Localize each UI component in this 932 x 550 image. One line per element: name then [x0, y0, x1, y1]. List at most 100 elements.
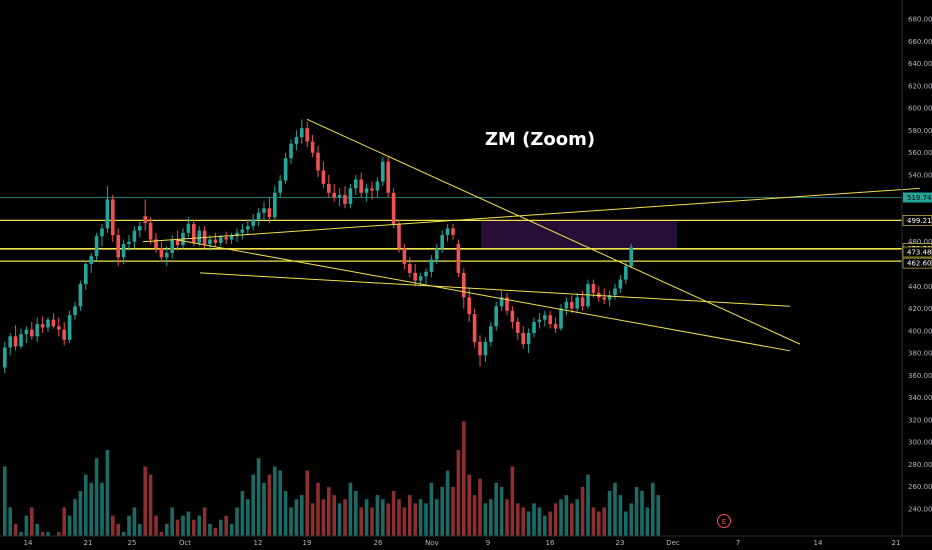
earnings-marker[interactable]: E: [717, 514, 731, 528]
candle[interactable]: [483, 337, 488, 362]
candle[interactable]: [370, 181, 374, 200]
candle[interactable]: [289, 139, 293, 164]
candle[interactable]: [624, 261, 628, 285]
candle[interactable]: [148, 217, 153, 244]
candle[interactable]: [273, 186, 277, 220]
candle[interactable]: [105, 186, 110, 233]
candle[interactable]: [283, 152, 288, 184]
candle[interactable]: [165, 246, 169, 267]
candle[interactable]: [462, 268, 466, 309]
candle[interactable]: [543, 310, 547, 327]
candle[interactable]: [429, 255, 434, 278]
candle[interactable]: [548, 310, 552, 329]
candle[interactable]: [327, 174, 331, 198]
candle[interactable]: [451, 223, 455, 240]
candle[interactable]: [575, 292, 579, 313]
candle[interactable]: [262, 201, 266, 220]
candle[interactable]: [100, 223, 104, 247]
candlesticks[interactable]: [3, 119, 633, 374]
candle[interactable]: [84, 260, 88, 290]
candle[interactable]: [46, 317, 50, 332]
candle[interactable]: [332, 183, 336, 202]
candle[interactable]: [343, 186, 347, 209]
candle[interactable]: [494, 301, 498, 331]
candle[interactable]: [456, 239, 461, 278]
candle[interactable]: [553, 317, 558, 334]
candle[interactable]: [381, 157, 385, 187]
candle[interactable]: [467, 288, 471, 322]
candle[interactable]: [472, 308, 477, 348]
candle[interactable]: [159, 241, 164, 262]
candle[interactable]: [375, 177, 380, 198]
candle[interactable]: [175, 230, 180, 251]
candle[interactable]: [391, 188, 396, 229]
candle[interactable]: [186, 217, 191, 238]
candle[interactable]: [132, 226, 137, 249]
candle[interactable]: [67, 310, 72, 344]
candle[interactable]: [618, 275, 623, 293]
candle[interactable]: [143, 199, 147, 231]
candle[interactable]: [408, 257, 412, 278]
trendline[interactable]: [174, 239, 791, 352]
candle[interactable]: [435, 243, 439, 264]
candle[interactable]: [478, 335, 482, 367]
candle[interactable]: [24, 326, 29, 344]
candle[interactable]: [440, 230, 444, 253]
candle[interactable]: [402, 243, 407, 270]
candle[interactable]: [445, 223, 450, 242]
candle[interactable]: [580, 290, 585, 311]
candle[interactable]: [240, 223, 245, 240]
candle[interactable]: [251, 213, 255, 231]
candle[interactable]: [526, 328, 531, 354]
trendlines[interactable]: [142, 118, 921, 352]
candle[interactable]: [197, 226, 201, 247]
candle[interactable]: [489, 321, 493, 347]
candle[interactable]: [192, 219, 196, 247]
candle[interactable]: [127, 235, 131, 251]
candle[interactable]: [300, 119, 304, 144]
candle[interactable]: [516, 317, 520, 340]
candle[interactable]: [40, 316, 45, 334]
candle[interactable]: [111, 194, 115, 242]
candle[interactable]: [267, 197, 272, 223]
candle[interactable]: [559, 304, 563, 331]
candle[interactable]: [310, 134, 315, 158]
candle[interactable]: [73, 301, 77, 320]
candle[interactable]: [57, 317, 61, 337]
candle[interactable]: [629, 243, 633, 269]
candle[interactable]: [62, 321, 66, 346]
candle[interactable]: [170, 235, 174, 259]
candle[interactable]: [121, 239, 126, 264]
candle[interactable]: [294, 130, 299, 151]
candle[interactable]: [154, 232, 158, 253]
candle[interactable]: [19, 328, 23, 349]
candle[interactable]: [246, 219, 250, 236]
candle[interactable]: [213, 232, 218, 247]
candle[interactable]: [424, 268, 428, 285]
candle[interactable]: [510, 306, 515, 329]
candle[interactable]: [3, 341, 7, 374]
candle[interactable]: [116, 228, 120, 267]
candle[interactable]: [30, 321, 34, 340]
candle[interactable]: [229, 232, 234, 244]
candle[interactable]: [305, 121, 309, 148]
candle[interactable]: [8, 333, 12, 356]
candle[interactable]: [364, 183, 369, 202]
candle[interactable]: [337, 188, 342, 207]
candle[interactable]: [219, 235, 223, 247]
candle[interactable]: [521, 326, 525, 349]
candle[interactable]: [13, 325, 18, 351]
candle[interactable]: [316, 146, 320, 178]
candle[interactable]: [354, 174, 358, 195]
trendline[interactable]: [142, 187, 921, 243]
candle[interactable]: [505, 292, 509, 316]
candle[interactable]: [532, 317, 536, 338]
candle[interactable]: [78, 280, 83, 311]
candle[interactable]: [564, 297, 569, 316]
trendline[interactable]: [306, 118, 801, 345]
candle[interactable]: [570, 295, 574, 313]
time-axis[interactable]: 14 21 25 Oct 12 19 26 Nov 9 16 23 Dec 7 14 21: [0, 535, 932, 547]
candle[interactable]: [397, 219, 401, 253]
candle[interactable]: [35, 317, 39, 342]
